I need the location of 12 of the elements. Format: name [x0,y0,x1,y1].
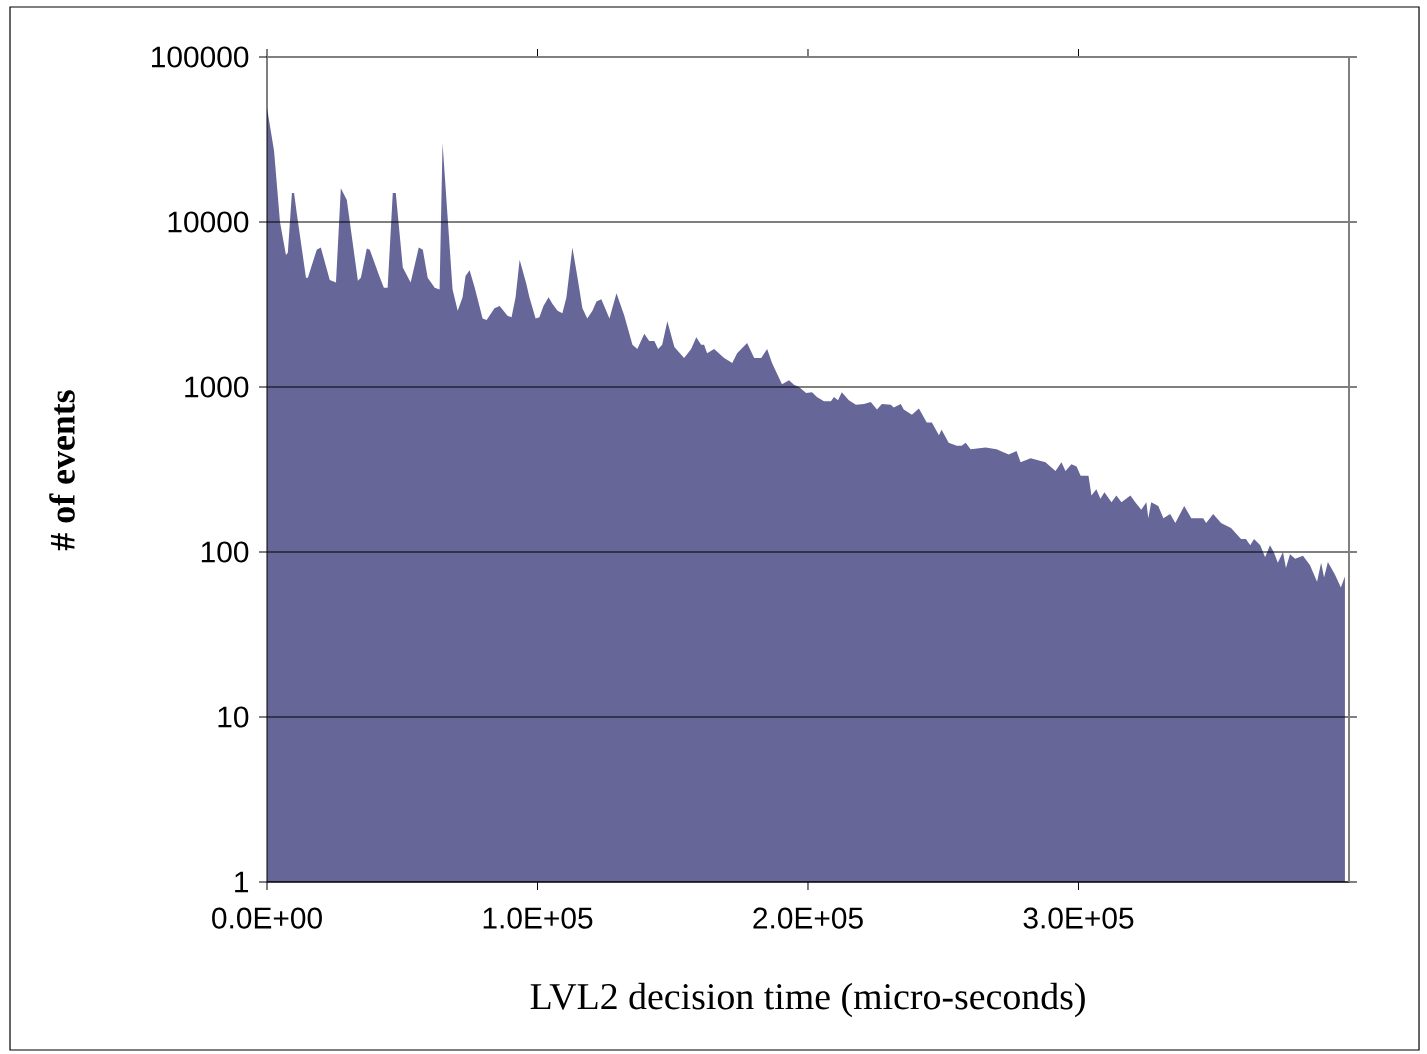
x-tick-label: 3.0E+05 [1023,907,1134,929]
y-tick-label: 10 [218,706,249,728]
x-tick-label: 0.0E+00 [212,907,322,929]
x-tick-label: 1.0E+05 [483,907,593,929]
y-tick-label: 100 [201,541,249,563]
y-tick-label: 1000 [185,376,249,398]
y-tick-label: 10000 [168,211,249,233]
y-tick-label: 1 [235,871,249,893]
y-axis-title: # of events [49,390,75,551]
y-tick-label: 100000 [152,46,249,68]
x-tick-label: 2.0E+05 [753,907,863,929]
x-axis-title: LVL2 decision time (micro-seconds) [530,982,1085,1018]
